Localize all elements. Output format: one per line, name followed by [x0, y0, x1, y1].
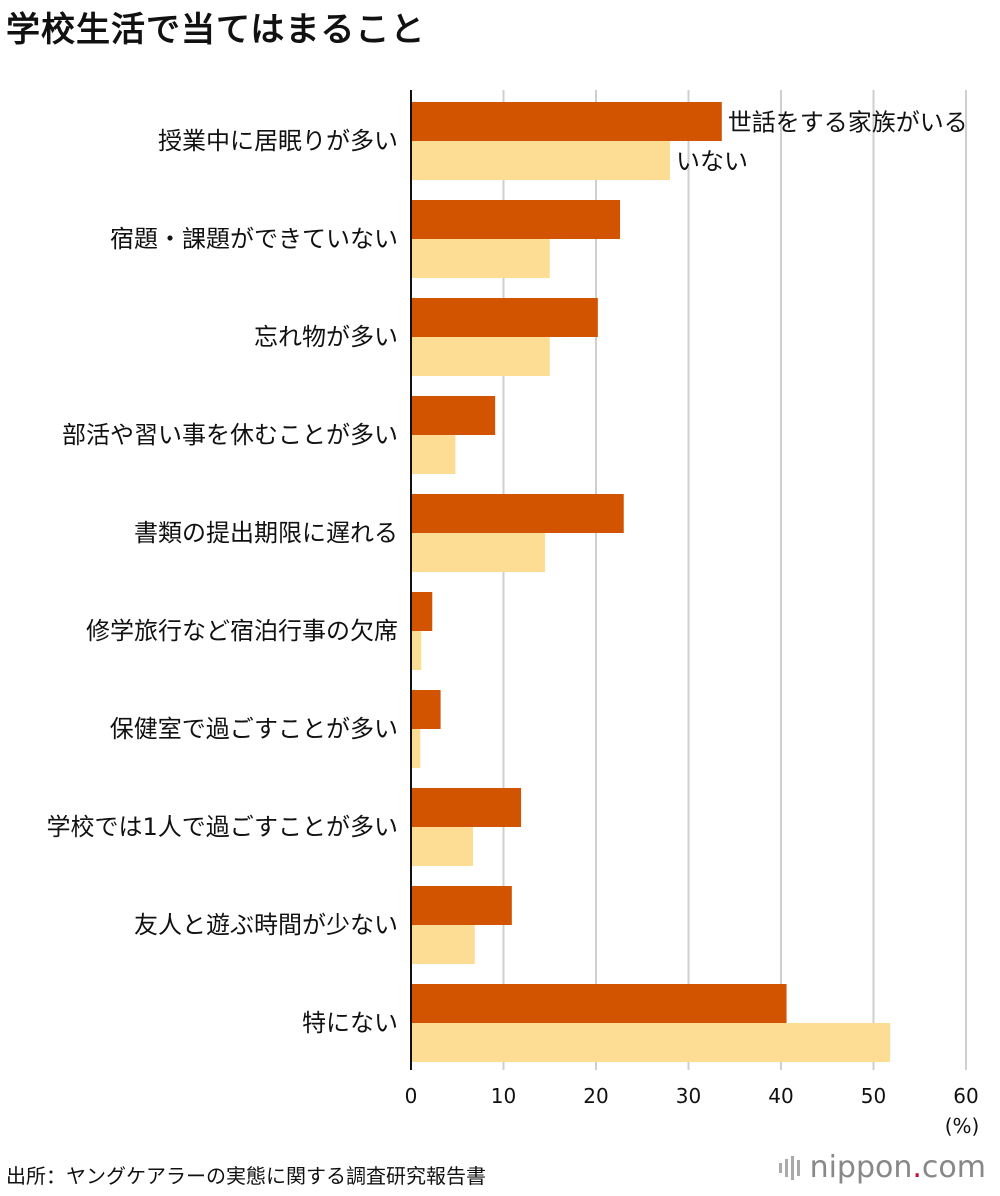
logo-bars-icon — [778, 1155, 800, 1180]
bar-with-family — [411, 298, 598, 337]
x-tick-label: 30 — [676, 1084, 701, 1108]
bar-with-family — [411, 494, 624, 533]
x-tick-label: 20 — [583, 1084, 608, 1108]
bar-with-family — [411, 200, 621, 239]
bar-with-family — [411, 396, 496, 435]
logo-dot: . — [912, 1150, 922, 1185]
bar-with-family — [411, 102, 722, 141]
bar-without-family — [411, 631, 422, 670]
series-label: いない — [676, 148, 748, 176]
bar-without-family — [411, 827, 473, 866]
chart-title: 学校生活で当てはまること — [6, 10, 426, 50]
bar-without-family — [411, 435, 456, 474]
bar-without-family — [411, 533, 546, 572]
source-note: 出所：ヤングケアラーの実態に関する調査研究報告書 — [6, 1164, 486, 1188]
bars — [411, 102, 891, 1062]
category-label: 学校では1人で過ごすことが多い — [46, 813, 398, 841]
bar-without-family — [411, 141, 670, 180]
category-label: 友人と遊ぶ時間が少ない — [134, 911, 398, 939]
logo-tail: com — [921, 1150, 986, 1185]
category-label: 保健室で過ごすことが多い — [110, 715, 398, 743]
x-tick-labels: 0 10 20 30 40 50 60 (%) — [405, 1084, 980, 1138]
category-label: 宿題・課題ができていない — [110, 225, 398, 253]
bar-with-family — [411, 690, 441, 729]
category-label: 書類の提出期限に遅れる — [134, 519, 398, 547]
bar-with-family — [411, 788, 522, 827]
series-label: 世話をする家族がいる — [728, 109, 968, 137]
bar-with-family — [411, 984, 787, 1023]
x-unit-label: (%) — [945, 1114, 980, 1138]
bar-without-family — [411, 1023, 891, 1062]
x-tick-label: 40 — [768, 1084, 793, 1108]
bar-without-family — [411, 239, 550, 278]
category-label: 修学旅行など宿泊行事の欠席 — [86, 617, 398, 645]
x-tick-label: 50 — [861, 1084, 886, 1108]
category-label: 授業中に居眠りが多い — [158, 127, 398, 155]
logo-main: nippon — [809, 1150, 913, 1185]
category-label: 忘れ物が多い — [254, 323, 398, 351]
bar-without-family — [411, 337, 550, 376]
nippon-logo: nippon.com — [778, 1150, 986, 1185]
x-tick-label: 10 — [491, 1084, 516, 1108]
bar-chart: 授業中に居眠りが多い宿題・課題ができていない忘れ物が多い部活や習い事を休むことが… — [46, 90, 980, 1138]
x-tick-label: 0 — [405, 1084, 418, 1108]
x-tick-label: 60 — [953, 1084, 978, 1108]
bar-with-family — [411, 886, 512, 925]
category-label: 部活や習い事を休むことが多い — [62, 421, 398, 449]
bar-without-family — [411, 925, 475, 964]
category-label: 特にない — [302, 1009, 398, 1037]
bar-without-family — [411, 729, 421, 768]
bar-with-family — [411, 592, 433, 631]
category-labels: 授業中に居眠りが多い宿題・課題ができていない忘れ物が多い部活や習い事を休むことが… — [46, 127, 398, 1037]
